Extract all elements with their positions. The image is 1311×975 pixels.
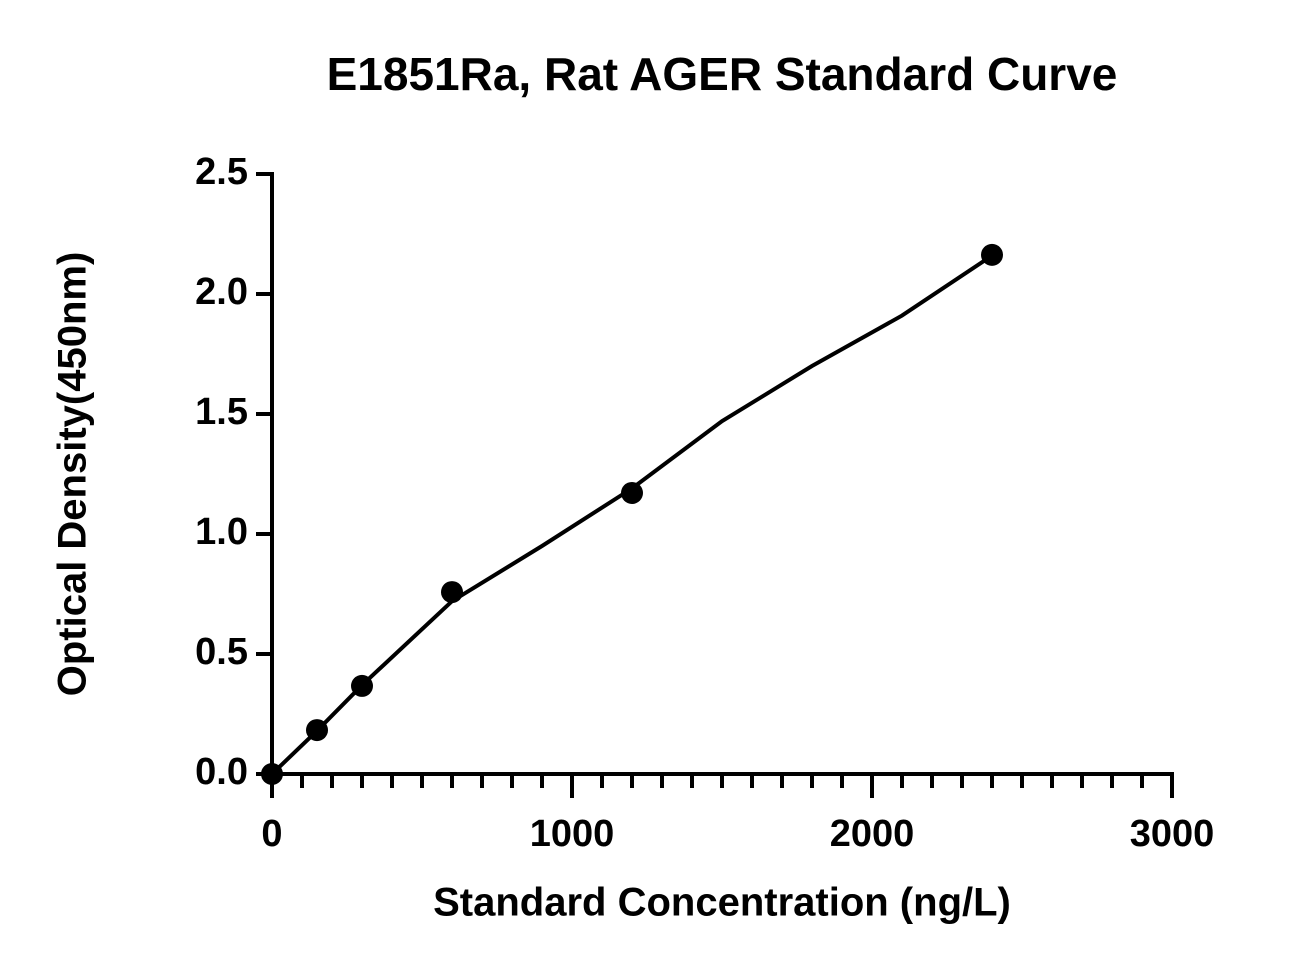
y-tick-label: 0.5 — [195, 631, 248, 673]
data-point — [351, 674, 373, 697]
x-tick-label: 3000 — [1130, 813, 1215, 855]
x-tick-label: 0 — [261, 813, 282, 855]
data-point — [621, 481, 643, 504]
data-point — [261, 763, 283, 785]
x-axis-label: Standard Concentration (ng/L) — [433, 881, 1011, 925]
data-point — [306, 719, 328, 742]
y-tick-label: 2.5 — [195, 151, 248, 193]
y-axis-label: Optical Density(450nm) — [51, 252, 95, 697]
chart-title: E1851Ra, Rat AGER Standard Curve — [327, 48, 1118, 100]
data-point — [441, 581, 463, 604]
fit-curve — [270, 253, 994, 776]
data-point — [981, 243, 1003, 266]
y-tick-label: 0.0 — [195, 751, 248, 793]
y-tick-label: 1.5 — [195, 391, 248, 433]
x-tick-label: 1000 — [530, 813, 615, 855]
y-tick-label: 1.0 — [195, 511, 248, 553]
y-tick-label: 2.0 — [195, 271, 248, 313]
x-tick-label: 2000 — [830, 813, 915, 855]
